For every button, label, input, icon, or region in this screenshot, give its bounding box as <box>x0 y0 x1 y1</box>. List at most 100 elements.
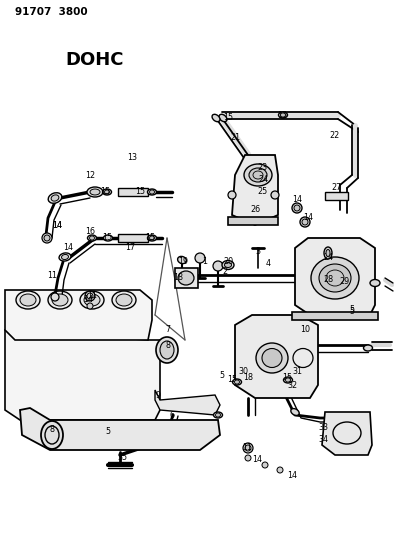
Text: 5: 5 <box>219 370 224 379</box>
Ellipse shape <box>112 291 136 309</box>
Polygon shape <box>322 412 372 455</box>
Text: 14: 14 <box>287 471 297 480</box>
Circle shape <box>277 467 283 473</box>
Text: 8: 8 <box>166 341 170 350</box>
Text: 16: 16 <box>85 228 95 237</box>
Circle shape <box>271 191 279 199</box>
Text: 22: 22 <box>330 131 340 140</box>
Polygon shape <box>155 390 220 415</box>
Ellipse shape <box>51 195 59 201</box>
Ellipse shape <box>41 421 63 449</box>
Text: 1: 1 <box>203 257 207 266</box>
Text: 20: 20 <box>223 257 233 266</box>
Ellipse shape <box>84 294 100 306</box>
Ellipse shape <box>48 193 62 203</box>
Text: 14: 14 <box>52 221 62 230</box>
Polygon shape <box>235 315 318 398</box>
Text: 34: 34 <box>318 435 328 445</box>
Ellipse shape <box>224 262 232 268</box>
Text: 9: 9 <box>156 391 160 400</box>
Ellipse shape <box>178 271 194 285</box>
Polygon shape <box>325 192 348 200</box>
Circle shape <box>195 253 205 263</box>
Text: 15: 15 <box>282 374 292 383</box>
Ellipse shape <box>156 337 178 363</box>
Text: 91707  3800: 91707 3800 <box>15 7 88 17</box>
Ellipse shape <box>262 349 282 367</box>
Ellipse shape <box>244 164 272 186</box>
Text: 11: 11 <box>87 290 97 300</box>
Text: 29: 29 <box>340 278 350 287</box>
Text: 6: 6 <box>170 410 174 419</box>
Text: 21: 21 <box>230 133 240 142</box>
Ellipse shape <box>222 261 234 270</box>
Text: 12: 12 <box>85 171 95 180</box>
Text: 24: 24 <box>258 175 268 184</box>
Ellipse shape <box>319 264 351 292</box>
Ellipse shape <box>116 294 132 306</box>
Text: 15: 15 <box>135 188 145 197</box>
Text: 14: 14 <box>252 456 262 464</box>
Circle shape <box>87 293 93 299</box>
Text: 11: 11 <box>47 271 57 279</box>
Circle shape <box>245 445 251 451</box>
Circle shape <box>213 261 223 271</box>
Polygon shape <box>232 155 278 225</box>
Ellipse shape <box>249 168 267 182</box>
Polygon shape <box>175 268 198 288</box>
Text: 2: 2 <box>222 268 228 277</box>
Circle shape <box>245 455 251 461</box>
Text: 15: 15 <box>227 376 237 384</box>
Text: 5: 5 <box>349 305 355 314</box>
Ellipse shape <box>160 341 174 359</box>
Text: 14: 14 <box>303 214 313 222</box>
Ellipse shape <box>291 409 299 415</box>
Text: 15: 15 <box>277 110 287 119</box>
Circle shape <box>262 462 268 468</box>
Text: 26: 26 <box>250 206 260 214</box>
Polygon shape <box>118 188 148 196</box>
Ellipse shape <box>62 254 68 260</box>
Circle shape <box>87 303 93 309</box>
Text: 7: 7 <box>166 326 171 335</box>
Text: 15: 15 <box>100 188 110 197</box>
Circle shape <box>85 291 95 301</box>
Text: 14: 14 <box>83 295 93 304</box>
Text: 28: 28 <box>323 276 333 285</box>
Circle shape <box>294 205 300 211</box>
Text: 33: 33 <box>318 424 328 432</box>
Circle shape <box>228 191 236 199</box>
Text: 23: 23 <box>257 164 267 173</box>
Text: 18: 18 <box>243 374 253 383</box>
Ellipse shape <box>279 112 287 118</box>
Ellipse shape <box>103 189 111 195</box>
Ellipse shape <box>90 236 94 240</box>
Ellipse shape <box>326 249 330 256</box>
Text: 5: 5 <box>349 308 355 317</box>
Text: 13: 13 <box>127 154 137 163</box>
Text: 11: 11 <box>242 443 252 453</box>
Ellipse shape <box>148 189 156 195</box>
Ellipse shape <box>80 291 104 309</box>
Text: 15: 15 <box>145 233 155 243</box>
Text: 14: 14 <box>292 196 302 205</box>
Ellipse shape <box>178 256 186 264</box>
Ellipse shape <box>363 345 373 351</box>
Circle shape <box>243 443 253 453</box>
Ellipse shape <box>215 413 220 417</box>
Ellipse shape <box>105 190 109 194</box>
Ellipse shape <box>219 114 227 122</box>
Ellipse shape <box>370 279 380 287</box>
Circle shape <box>302 219 308 225</box>
Text: 10: 10 <box>300 326 310 335</box>
Text: 32: 32 <box>287 381 297 390</box>
Text: 27: 27 <box>332 183 342 192</box>
Circle shape <box>42 233 52 243</box>
Ellipse shape <box>232 379 242 385</box>
Polygon shape <box>20 408 220 450</box>
Circle shape <box>51 293 59 301</box>
Ellipse shape <box>87 187 103 197</box>
Ellipse shape <box>88 235 96 241</box>
Ellipse shape <box>148 235 156 241</box>
Ellipse shape <box>212 114 220 122</box>
